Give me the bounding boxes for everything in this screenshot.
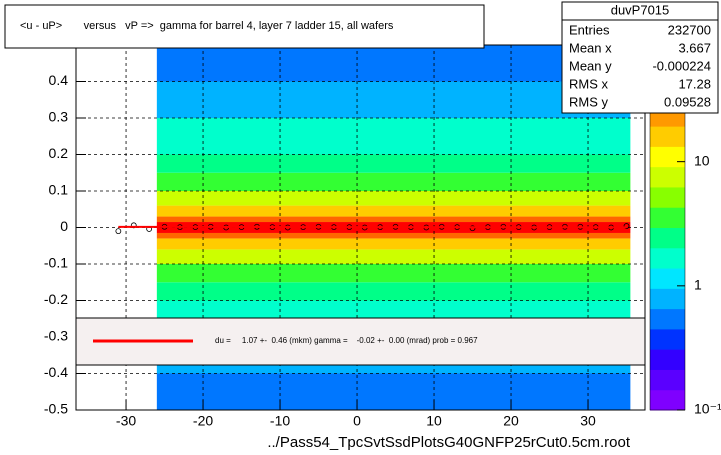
stats-value: 17.28: [678, 76, 711, 91]
z-tick-label: 10: [694, 152, 710, 168]
x-tick-label: 0: [353, 413, 361, 429]
profile-point: [469, 225, 476, 232]
colorbar-step: [650, 247, 685, 269]
stats-label: RMS x: [569, 76, 609, 91]
stats-value: 0.09528: [664, 94, 711, 109]
heatmap-cell: [156, 282, 631, 301]
x-tick-label: -10: [270, 413, 290, 429]
y-tick-label: 0.4: [49, 72, 69, 88]
heatmap-cell: [156, 238, 631, 250]
colorbar-step: [650, 369, 685, 391]
x-tick-label: -20: [193, 413, 213, 429]
x-tick-label: -30: [116, 413, 136, 429]
heatmap-cell: [156, 154, 631, 173]
colorbar-step: [650, 328, 685, 350]
heatmap-cell: [156, 249, 631, 264]
y-tick-label: -0.5: [44, 401, 68, 417]
x-axis-title: ../Pass54_TpcSvtSsdPlotsG40GNFP25rCut0.5…: [267, 434, 630, 451]
colorbar-step: [650, 146, 685, 168]
colorbar-step: [650, 389, 685, 411]
y-tick-label: 0.2: [49, 145, 69, 161]
x-tick-label: 30: [580, 413, 596, 429]
profile-point: [623, 223, 630, 229]
heatmap-cell: [156, 216, 631, 223]
stats-label: RMS y: [569, 94, 609, 109]
z-tick-label: 1: [694, 277, 702, 293]
y-tick-label: 0.3: [49, 109, 69, 125]
colorbar-step: [650, 268, 685, 289]
colorbar-step: [650, 126, 685, 147]
stats-box: duvP7015 Entries 232700 Mean x 3.667 Mean y -…: [561, 1, 719, 114]
x-tick-label: 10: [426, 413, 442, 429]
y-tick-label: -0.1: [44, 255, 68, 271]
stats-value: -0.000224: [652, 58, 711, 73]
title-box: <u - uP> versus vP => gamma for barrel 4…: [4, 4, 485, 49]
heatmap-cell: [156, 373, 631, 410]
stats-label: Mean x: [569, 40, 612, 55]
colorbar-step: [650, 288, 685, 310]
heatmap-cell: [156, 227, 631, 233]
colorbar-step: [650, 308, 685, 330]
colorbar-step: [650, 227, 685, 249]
legend-label: du = 1.07 +- 0.46 (mkm) gamma = -0.02 +-…: [215, 336, 478, 345]
z-tick-label: 10⁻¹: [694, 401, 721, 417]
stats-title: duvP7015: [611, 2, 670, 17]
legend: du = 1.07 +- 0.46 (mkm) gamma = -0.02 +-…: [75, 317, 646, 366]
stats-label: Entries: [569, 22, 610, 37]
x-tick-label: 20: [503, 413, 519, 429]
chart-title: <u - uP> versus vP => gamma for barrel 4…: [20, 20, 394, 32]
colorbar-step: [650, 349, 685, 370]
heatmap-cell: [156, 81, 631, 118]
stats-label: Mean y: [569, 58, 612, 73]
heatmap-cell: [156, 45, 631, 82]
profile-point: [115, 228, 122, 235]
heatmap-cell: [156, 118, 631, 155]
title-frame: [4, 4, 485, 49]
y-tick-label: -0.4: [44, 364, 68, 380]
y-tick-label: -0.3: [44, 328, 68, 344]
colorbar-step: [650, 207, 685, 228]
stats-value: 232700: [668, 22, 711, 37]
y-tick-label: 0.1: [49, 182, 69, 198]
y-tick-label: -0.2: [44, 291, 68, 307]
heatmap-cell: [156, 205, 631, 217]
heatmap-cell: [156, 232, 631, 239]
heatmap-cell: [156, 264, 631, 283]
stats-value: 3.667: [678, 40, 711, 55]
y-tick-label: 0: [60, 218, 68, 234]
heatmap-cell: [156, 172, 631, 191]
heatmap-cell: [156, 191, 631, 206]
colorbar-step: [650, 186, 685, 208]
colorbar-step: [650, 166, 685, 188]
